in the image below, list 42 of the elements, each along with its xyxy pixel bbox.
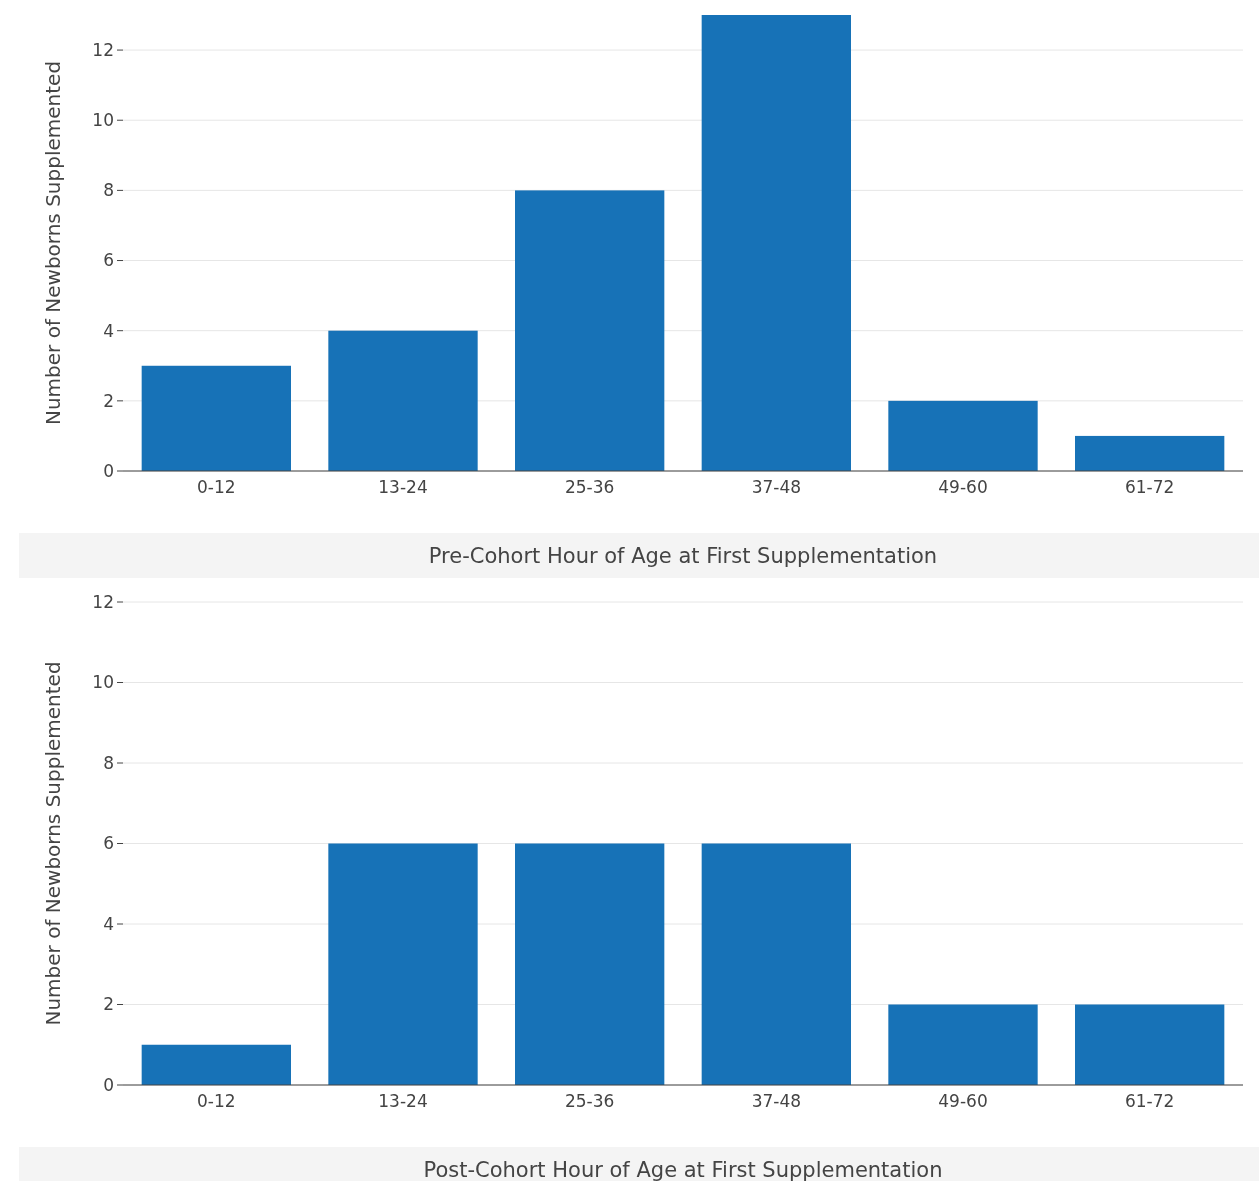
bar bbox=[515, 190, 665, 471]
bar bbox=[328, 843, 478, 1085]
x-tick-label: 25-36 bbox=[564, 477, 615, 497]
bar bbox=[515, 843, 665, 1085]
y-tick-label: 12 bbox=[92, 40, 114, 61]
x-tick-label: 13-24 bbox=[378, 1091, 428, 1111]
bar bbox=[328, 330, 478, 471]
x-tick-label: 37-48 bbox=[751, 477, 802, 497]
y-tick-label: 2 bbox=[103, 390, 114, 411]
bar bbox=[701, 843, 851, 1085]
x-tick-label: 13-24 bbox=[378, 477, 428, 497]
bar bbox=[141, 365, 291, 471]
y-tick-label: 0 bbox=[103, 1074, 114, 1095]
y-tick-label: 10 bbox=[92, 672, 114, 693]
x-tick-label: 37-48 bbox=[751, 1091, 802, 1111]
y-tick-label: 8 bbox=[103, 752, 114, 773]
x-tick-label: 0-12 bbox=[197, 1091, 236, 1111]
y-tick-label: 6 bbox=[103, 250, 114, 271]
bar bbox=[888, 1004, 1038, 1085]
y-tick-label: 4 bbox=[103, 913, 114, 934]
y-tick-label: 6 bbox=[103, 833, 114, 854]
y-axis-title: Number of Newborns Supplemented bbox=[41, 661, 65, 1026]
bar bbox=[888, 400, 1038, 471]
y-tick-label: 12 bbox=[92, 591, 114, 612]
x-tick-label: 61-72 bbox=[1124, 477, 1175, 497]
y-tick-label: 2 bbox=[103, 994, 114, 1015]
y-tick-label: 10 bbox=[92, 110, 114, 131]
bar bbox=[141, 1044, 291, 1085]
x-axis-title: Pre-Cohort Hour of Age at First Supplementation bbox=[428, 544, 938, 569]
x-tick-label: 49-60 bbox=[938, 477, 988, 497]
x-tick-label: 61-72 bbox=[1124, 1091, 1175, 1111]
x-tick-label: 49-60 bbox=[938, 1091, 988, 1111]
y-axis-title: Number of Newborns Supplemented bbox=[41, 60, 65, 426]
bar bbox=[1075, 435, 1225, 471]
x-tick-label: 25-36 bbox=[564, 1091, 615, 1111]
y-tick-label: 4 bbox=[103, 320, 114, 341]
x-tick-label: 0-12 bbox=[197, 477, 236, 497]
y-tick-label: 8 bbox=[103, 180, 114, 201]
bar bbox=[1075, 1004, 1225, 1085]
x-axis-title: Post-Cohort Hour of Age at First Supplementation bbox=[423, 1158, 943, 1181]
y-tick-label: 0 bbox=[103, 460, 114, 481]
bar bbox=[701, 15, 851, 471]
